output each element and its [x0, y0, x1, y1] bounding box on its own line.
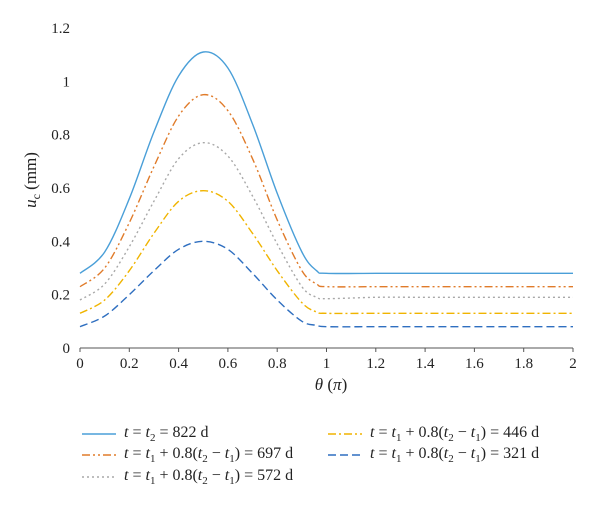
- x-tick-label: 1.4: [416, 356, 435, 372]
- legend-item: t = t1 + 0.8(t2 − t1) = 446 d: [328, 424, 539, 444]
- legend-label: t = t2 = 822 d: [124, 423, 209, 445]
- legend-label: t = t1 + 0.8(t2 − t1) = 446 d: [370, 423, 540, 445]
- x-tick-label: 0.8: [268, 356, 287, 372]
- y-tick-label: 1.2: [51, 21, 70, 37]
- x-tick-label: 1.6: [465, 356, 484, 372]
- series-line-5: [79, 240, 573, 328]
- tick-labels: 0 0.2 0.4 0.6 0.8 1 1.2 1.4 1.6 1.8 2 0 0.2 0.4 0.6 0.8…: [51, 21, 577, 372]
- legend-swatch: [82, 433, 116, 435]
- x-tick-label: 0.2: [120, 356, 139, 372]
- axes: [79, 347, 574, 352]
- y-axis-title: uc (mm): [21, 152, 43, 208]
- y-tick-label: 0.4: [51, 234, 70, 250]
- series-line-1: [79, 51, 573, 275]
- y-tick-label: 0.2: [51, 288, 70, 304]
- x-tick-label: 1.8: [514, 356, 533, 372]
- x-axis-title: θ (π): [315, 375, 347, 394]
- legend-swatch: [82, 476, 116, 478]
- x-tick-label: 0.4: [169, 356, 188, 372]
- legend-label: t = t1 + 0.8(t2 − t1) = 572 d: [124, 466, 294, 488]
- y-tick-label: 0.8: [51, 128, 70, 144]
- x-tick-label: 1: [323, 356, 331, 372]
- series-line-4: [79, 189, 573, 315]
- legend-swatch: [328, 454, 362, 456]
- series-layer: [79, 51, 573, 328]
- legend-label: t = t1 + 0.8(t2 − t1) = 697 d: [124, 444, 294, 466]
- x-tick-label: 0.6: [219, 356, 238, 372]
- x-tick-label: 1.2: [366, 356, 385, 372]
- legend-item: t = t1 + 0.8(t2 − t1) = 697 d: [82, 445, 293, 465]
- x-tick-label: 2: [569, 356, 577, 372]
- x-tick-label: 0: [76, 356, 84, 372]
- y-tick-label: 1: [63, 74, 71, 90]
- legend-label: t = t1 + 0.8(t2 − t1) = 321 d: [370, 444, 540, 466]
- legend-item: t = t1 + 0.8(t2 − t1) = 321 d: [328, 445, 539, 465]
- y-tick-label: 0: [63, 341, 71, 357]
- legend-item: t = t1 + 0.8(t2 − t1) = 572 d: [82, 467, 293, 487]
- y-tick-label: 0.6: [51, 181, 70, 197]
- legend-swatch: [328, 433, 362, 435]
- legend-swatch: [82, 454, 116, 456]
- legend-item: t = t2 = 822 d: [82, 424, 208, 444]
- series-line-2: [79, 93, 573, 288]
- series-line-3: [79, 141, 573, 301]
